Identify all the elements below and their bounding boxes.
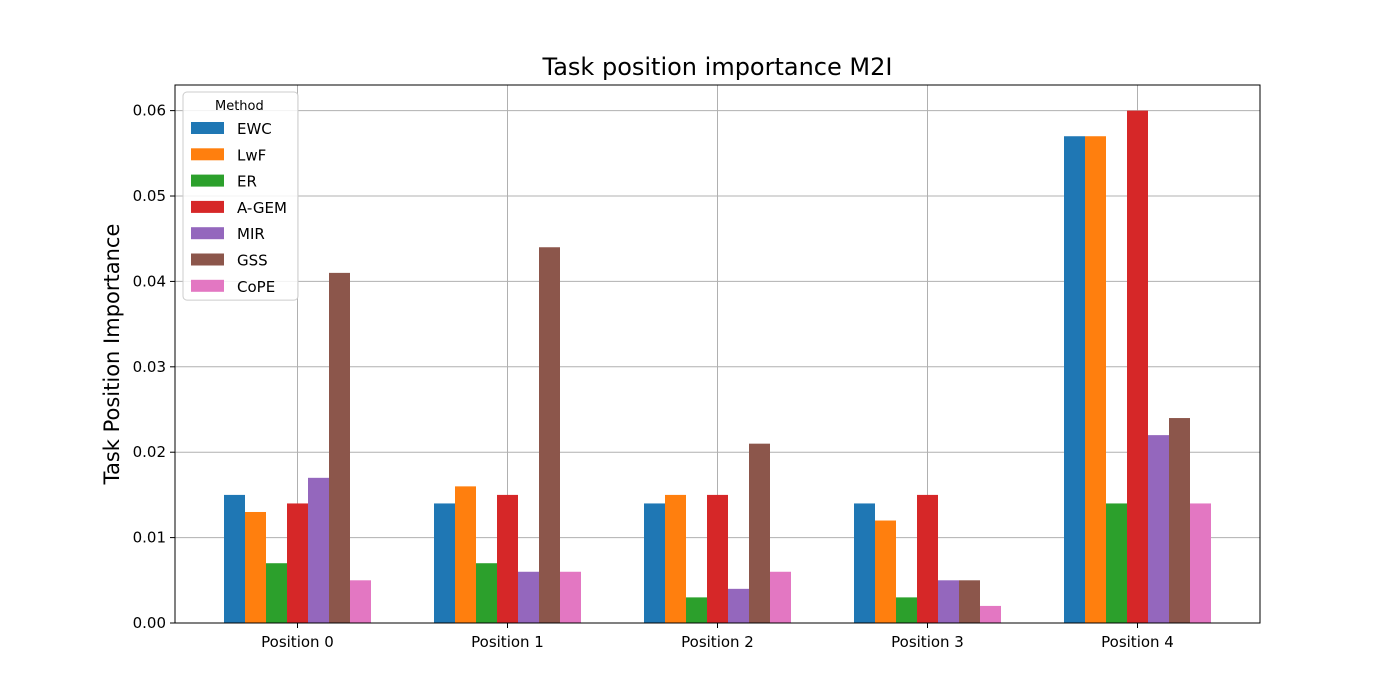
bar-gss-2	[749, 443, 770, 623]
bar-cope-2	[770, 571, 791, 623]
bar-lwf-1	[455, 486, 476, 623]
bar-mir-1	[518, 571, 539, 623]
legend-label: EWC	[237, 120, 272, 138]
x-tick-label: Position 2	[681, 633, 754, 651]
y-tick-label: 0.04	[133, 272, 166, 290]
bar-cope-0	[350, 580, 371, 623]
bar-gss-0	[329, 272, 350, 623]
y-tick-label: 0.05	[133, 187, 166, 205]
bar-cope-3	[980, 605, 1001, 623]
bar-cope-1	[560, 571, 581, 623]
bar-ewc-4	[1064, 136, 1085, 623]
bar-lwf-2	[665, 494, 686, 623]
y-tick-label: 0.02	[133, 443, 166, 461]
y-tick-label: 0.01	[133, 529, 166, 547]
y-tick-label: 0.06	[133, 102, 166, 120]
legend-title: Method	[215, 99, 264, 114]
legend-swatch-ewc	[191, 122, 224, 134]
legend-swatch-er	[191, 174, 224, 187]
legend-label: LwF	[237, 146, 266, 164]
axes-layer: 0.00 0.01 0.02 0.03 0.04 0.05 0.06 Position 0 Po…	[133, 102, 1174, 651]
bar-a-gem-3	[917, 494, 938, 623]
bar-ewc-1	[434, 503, 455, 623]
legend-swatch-cope	[191, 279, 224, 292]
bar-ewc-0	[224, 494, 245, 623]
bar-gss-3	[959, 580, 980, 623]
bar-gss-1	[539, 247, 560, 623]
x-tick-label: Position 3	[891, 633, 964, 651]
y-axis-label: Task Position Importance	[100, 224, 124, 486]
bar-er-1	[476, 563, 497, 623]
bar-a-gem-2	[707, 494, 728, 623]
bar-a-gem-0	[287, 503, 308, 623]
bar-cope-4	[1190, 503, 1211, 623]
bar-mir-3	[938, 580, 959, 623]
x-tick-label: Position 0	[261, 633, 334, 651]
bar-mir-4	[1148, 435, 1169, 623]
bar-mir-0	[308, 477, 329, 623]
bar-lwf-3	[875, 520, 896, 623]
y-tick-label: 0.03	[133, 358, 166, 376]
legend-swatch-gss	[191, 253, 224, 266]
legend-label: ER	[237, 173, 257, 191]
legend-swatch-lwf	[191, 148, 224, 161]
legend-label: CoPE	[237, 278, 275, 296]
chart-title: Task position importance M2I	[542, 53, 893, 81]
bar-er-3	[896, 597, 917, 623]
bars-layer	[224, 110, 1211, 624]
bar-ewc-3	[854, 503, 875, 623]
legend-swatch-mir	[191, 227, 224, 240]
legend-label: MIR	[237, 225, 265, 243]
legend-box	[182, 91, 299, 301]
x-tick-label: Position 1	[471, 633, 544, 651]
bar-er-0	[266, 563, 287, 623]
bar-ewc-2	[644, 503, 665, 623]
bar-er-2	[686, 597, 707, 623]
bar-mir-2	[728, 588, 749, 623]
bar-a-gem-4	[1127, 110, 1148, 624]
bar-lwf-0	[245, 511, 266, 623]
bar-lwf-4	[1085, 136, 1106, 623]
legend: Method EWC LwF ER A-GEM MIR GSS CoPE	[182, 91, 299, 301]
legend-swatch-a-gem	[191, 200, 224, 213]
bar-gss-4	[1169, 418, 1190, 623]
y-tick-label: 0.00	[133, 614, 166, 632]
x-tick-label: Position 4	[1101, 633, 1174, 651]
bar-er-4	[1106, 503, 1127, 623]
legend-label: A-GEM	[237, 199, 287, 217]
bar-a-gem-1	[497, 494, 518, 623]
legend-label: GSS	[237, 252, 268, 270]
